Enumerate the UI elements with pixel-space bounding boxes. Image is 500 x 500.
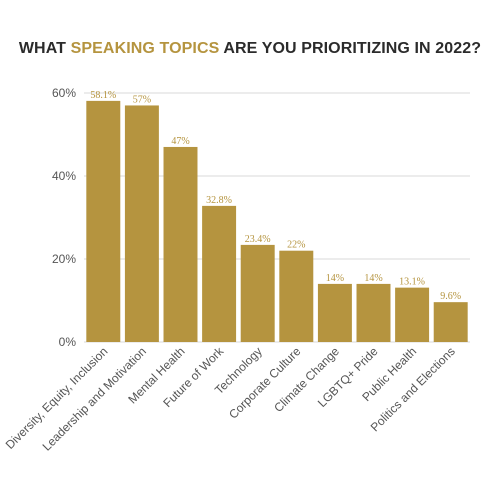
data-label: 57% xyxy=(133,94,151,105)
y-tick-label: 60% xyxy=(52,86,76,100)
data-label: 47% xyxy=(171,136,189,147)
data-label: 13.1% xyxy=(399,277,425,288)
data-label: 23.4% xyxy=(245,234,271,245)
y-tick-label: 0% xyxy=(59,335,77,349)
data-label: 32.8% xyxy=(206,195,232,206)
bar-10 xyxy=(433,302,468,342)
data-label: 58.1% xyxy=(90,90,116,101)
x-tick-label: Corporate Culture xyxy=(226,344,304,422)
chart-title: WHAT SPEAKING TOPICS ARE YOU PRIORITIZIN… xyxy=(0,40,500,58)
bar-4 xyxy=(202,205,237,342)
title-part-2: SPEAKING TOPICS xyxy=(70,40,220,57)
bar-6 xyxy=(279,250,314,342)
bar-2 xyxy=(124,105,159,342)
bar-5 xyxy=(240,244,275,342)
bar-1 xyxy=(86,100,121,342)
data-label: 9.6% xyxy=(440,291,461,302)
data-label: 22% xyxy=(287,240,305,251)
data-label: 14% xyxy=(364,273,382,284)
bar-7 xyxy=(317,283,352,342)
title-part-1: WHAT xyxy=(18,40,71,57)
bar-3 xyxy=(163,146,198,342)
y-tick-label: 40% xyxy=(52,169,76,183)
bar-9 xyxy=(395,287,430,342)
bar-8 xyxy=(356,283,391,342)
data-label: 14% xyxy=(326,273,344,284)
y-tick-label: 20% xyxy=(52,252,76,266)
title-part-3: ARE YOU PRIORITIZING IN 2022? xyxy=(219,40,482,57)
